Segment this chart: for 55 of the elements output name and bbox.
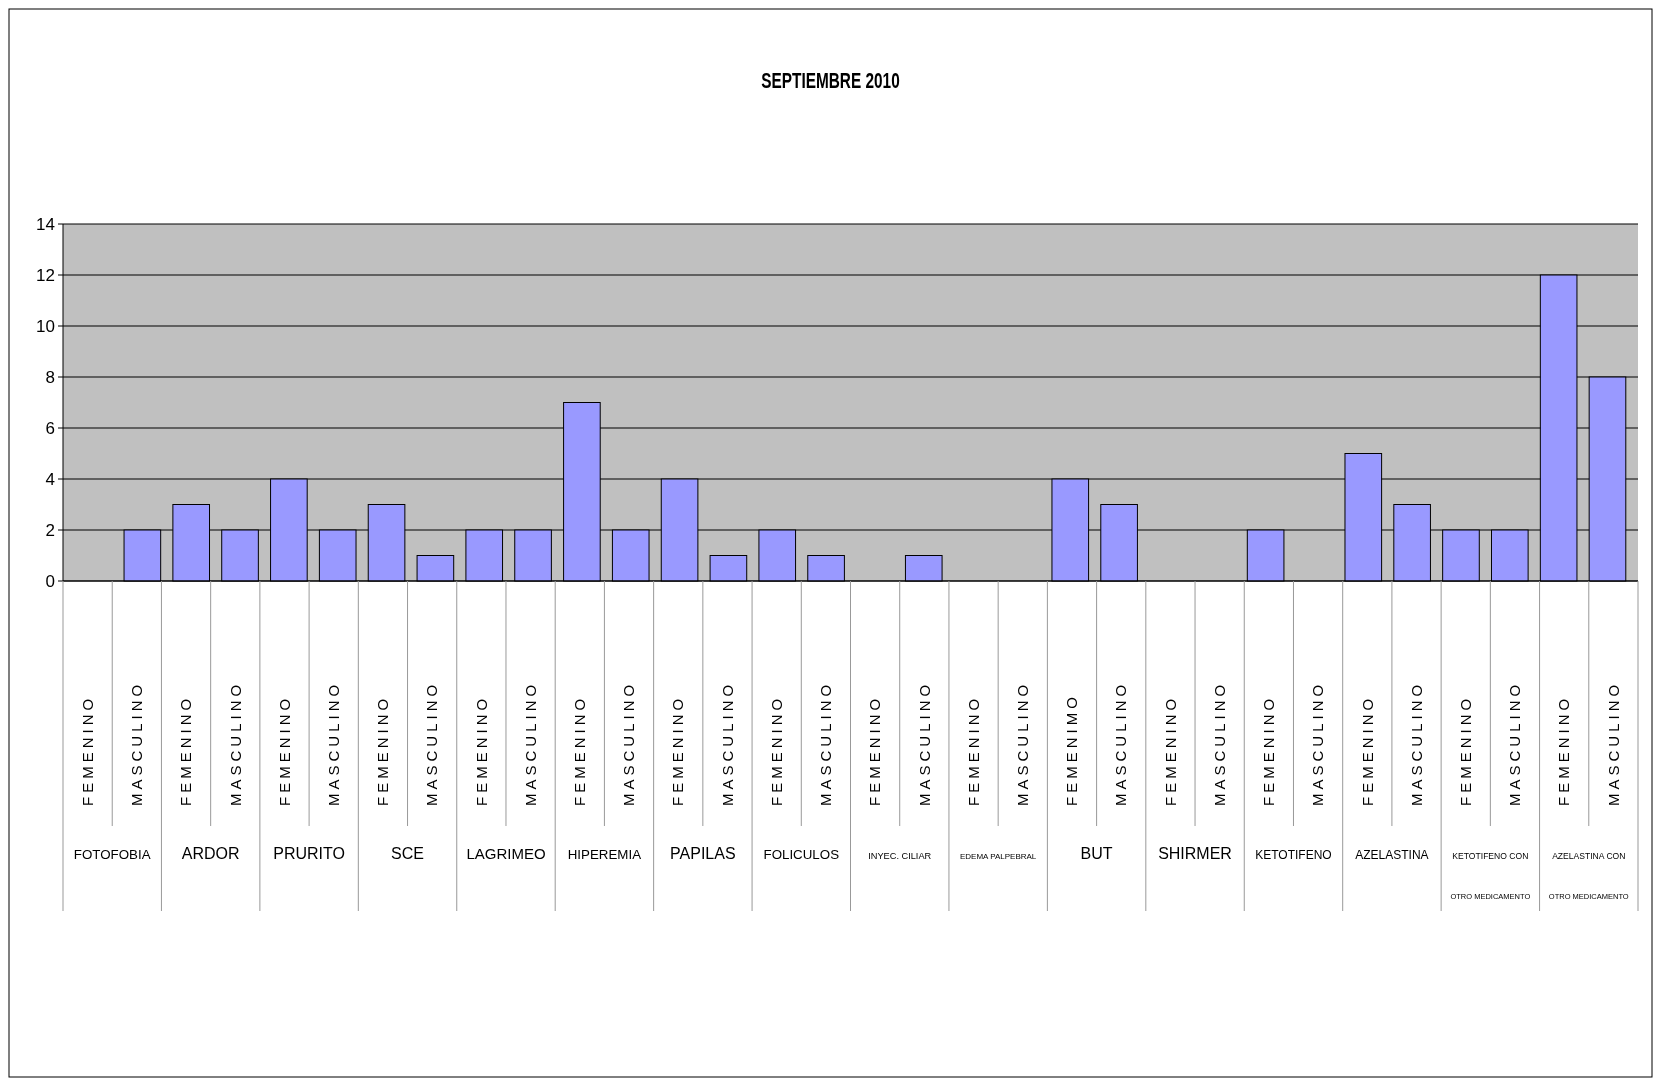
text: LAGRIMEO xyxy=(466,845,546,862)
x-tick-label: MASCULINO xyxy=(1014,680,1032,806)
x-tick-label: MASCULINO xyxy=(1407,680,1425,806)
x-tick-label: FEMENINO xyxy=(669,694,687,806)
text: EDEMA PALPEBRAL xyxy=(959,852,1037,861)
x-tick-label: MASCULINO xyxy=(817,680,835,806)
text: ARDOR xyxy=(181,845,240,862)
text: PRURITO xyxy=(273,845,345,862)
x-tick-label: FEMENINO xyxy=(374,694,392,806)
y-tick-label: 2 xyxy=(45,520,55,540)
y-tick-label: 10 xyxy=(36,316,55,336)
text: SHIRMER xyxy=(1158,845,1232,862)
text: KETOTIFENO xyxy=(1255,848,1332,862)
x-tick-label: MASCULINO xyxy=(620,680,638,806)
x-tick-label: FEMENINO xyxy=(1358,694,1376,806)
text: PAPILAS xyxy=(670,845,736,862)
x-tick-label: FEMENIMO xyxy=(1063,693,1081,806)
y-tick-label: 12 xyxy=(36,265,55,285)
text: SCE xyxy=(391,845,424,862)
x-tick-label: FEMENINO xyxy=(767,694,785,806)
x-tick-label: FEMENINO xyxy=(964,694,982,806)
x-tick-label: FEMENINO xyxy=(1260,694,1278,806)
x-tick-label: FEMENINO xyxy=(1555,694,1573,806)
x-tick-label: MASCULINO xyxy=(718,680,736,806)
text: BUT xyxy=(1080,845,1113,862)
x-tick-label: FEMENINO xyxy=(472,694,490,806)
x-tick-label: MASCULINO xyxy=(915,680,933,806)
x-tick-label: MASCULINO xyxy=(1309,680,1327,806)
x-tick-label: FEMENINO xyxy=(177,694,195,806)
x-tick-label: MASCULINO xyxy=(226,680,244,806)
x-tick-label: MASCULINO xyxy=(423,680,441,806)
y-tick-label: 0 xyxy=(45,571,55,591)
x-tick-label: FEMENINO xyxy=(275,694,293,806)
x-tick-label: MASCULINO xyxy=(1604,680,1622,806)
x-tick-label: FEMENINO xyxy=(1161,694,1179,806)
text: HIPEREMIA xyxy=(567,847,642,862)
y-tick-label: 14 xyxy=(36,214,55,234)
chart-title: SEPTIEMBRE 2010 xyxy=(761,68,900,93)
x-tick-label: FEMENINO xyxy=(78,694,96,806)
text: FOLICULOS xyxy=(763,847,840,862)
x-tick-label: FEMENINO xyxy=(866,694,884,806)
x-tick-label: MASCULINO xyxy=(128,680,146,806)
y-tick-label: 6 xyxy=(45,418,55,438)
text: FOTOFOBIA xyxy=(73,847,151,862)
x-tick-label: FEMENINO xyxy=(1456,694,1474,806)
x-tick-label: MASCULINO xyxy=(1112,680,1130,806)
text: INYEC. CILIAR xyxy=(868,851,932,861)
x-tick-label: MASCULINO xyxy=(1210,680,1228,806)
x-tick-label: MASCULINO xyxy=(1506,680,1524,806)
y-tick-label: 4 xyxy=(45,469,55,489)
x-tick-label: FEMENINO xyxy=(571,694,589,806)
y-tick-label: 8 xyxy=(45,367,55,387)
x-tick-label: MASCULINO xyxy=(324,680,342,806)
text: AZELASTINA xyxy=(1355,848,1429,862)
x-tick-label: MASCULINO xyxy=(521,680,539,806)
